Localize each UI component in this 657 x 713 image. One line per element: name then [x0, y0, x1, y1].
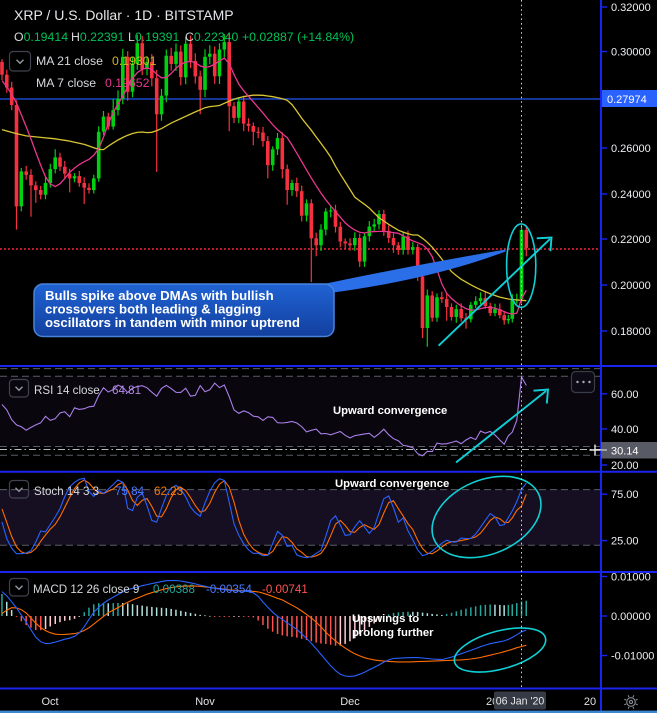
svg-text:30.14: 30.14	[611, 446, 639, 458]
svg-text:0.18000: 0.18000	[611, 326, 651, 338]
svg-text:Upward convergence: Upward convergence	[335, 478, 449, 490]
svg-text:20.00: 20.00	[611, 460, 639, 472]
svg-text:-0.01000: -0.01000	[611, 651, 654, 663]
svg-text:0.20000: 0.20000	[611, 280, 651, 292]
svg-text:06 Jan '20: 06 Jan '20	[496, 696, 545, 708]
svg-text:Bulls spike above DMAs with bu: Bulls spike above DMAs with bullish	[45, 288, 274, 303]
svg-text:MACD 12 26 close 90.00388-0.00: MACD 12 26 close 9 0.00388 -0.00354 -0.0074…	[33, 583, 308, 596]
svg-text:0.24000: 0.24000	[611, 189, 651, 201]
svg-text:XRP / U.S. Dollar · 1D · BITST: XRP / U.S. Dollar · 1D · BITSTAMP	[14, 7, 234, 23]
svg-text:oscillators in tandem with min: oscillators in tandem with minor uptrend	[45, 315, 300, 330]
svg-text:Oct: Oct	[41, 696, 58, 708]
svg-text:40.00: 40.00	[611, 424, 639, 436]
svg-text:0.32000: 0.32000	[611, 2, 651, 14]
svg-text:25.00: 25.00	[611, 536, 639, 548]
svg-text:Upward convergence: Upward convergence	[333, 405, 447, 417]
svg-text:0.00000: 0.00000	[611, 611, 651, 623]
svg-text:0.26000: 0.26000	[611, 143, 651, 155]
svg-text:60.00: 60.00	[611, 389, 639, 401]
svg-text:0.01000: 0.01000	[611, 572, 651, 584]
svg-text:Dec: Dec	[340, 696, 360, 708]
svg-text:Nov: Nov	[195, 696, 215, 708]
svg-text:0.30000: 0.30000	[611, 47, 651, 59]
svg-text:75.00: 75.00	[611, 489, 639, 501]
svg-text:crossovers both leading & lagg: crossovers both leading & lagging	[45, 301, 261, 316]
svg-text:0.22000: 0.22000	[611, 234, 651, 246]
svg-text:prolong further: prolong further	[352, 627, 434, 639]
svg-text:Upswings to: Upswings to	[352, 613, 419, 625]
svg-text:0.27974: 0.27974	[607, 94, 647, 106]
svg-text:20: 20	[584, 696, 596, 708]
